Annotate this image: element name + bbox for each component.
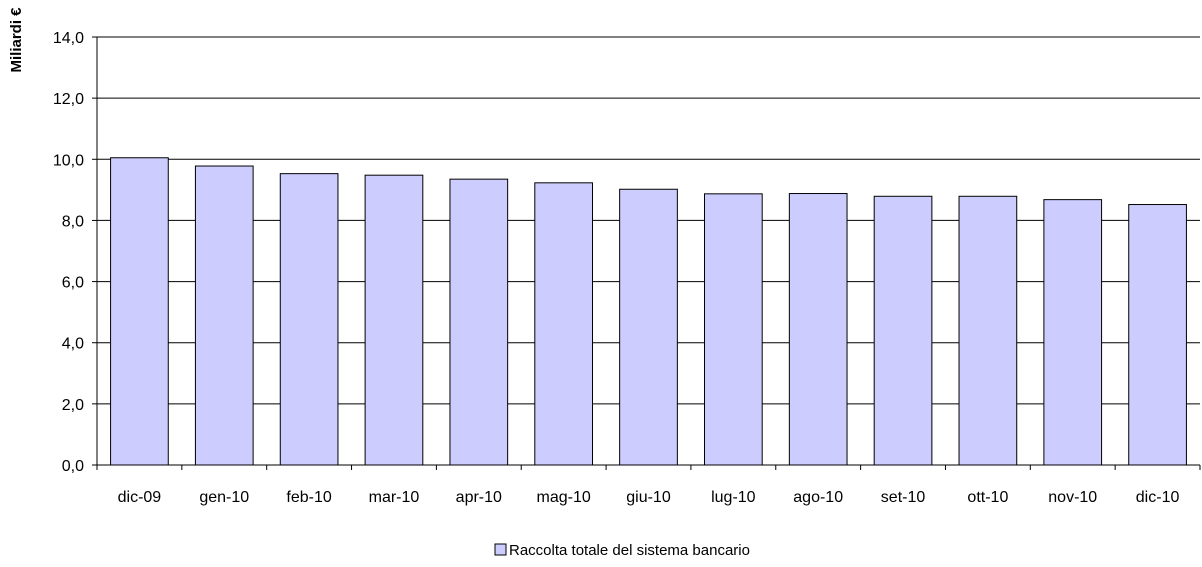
x-axis bbox=[96, 37, 1201, 470]
x-tick-label: feb-10 bbox=[286, 489, 331, 506]
y-tick-label: 12,0 bbox=[53, 91, 84, 108]
bar bbox=[619, 188, 678, 466]
bar bbox=[703, 193, 763, 466]
y-axis-ticks: 0,0 2,0 4,0 6,0 8,0 10,0 12,0 14,0 bbox=[53, 30, 97, 475]
x-tick-label: mar-10 bbox=[369, 489, 420, 506]
y-tick-label: 6,0 bbox=[62, 275, 84, 292]
bar bbox=[279, 173, 339, 466]
x-tick-label: lug-10 bbox=[711, 489, 756, 506]
bar bbox=[1043, 199, 1103, 466]
bar bbox=[788, 193, 848, 466]
bar bbox=[534, 182, 594, 466]
y-tick-label: 0,0 bbox=[62, 458, 84, 475]
x-tick-label: ago-10 bbox=[793, 489, 843, 506]
y-tick-label: 14,0 bbox=[53, 30, 84, 47]
bar bbox=[873, 195, 933, 466]
legend-swatch bbox=[494, 543, 507, 556]
x-tick-label: giu-10 bbox=[626, 489, 671, 506]
x-tick-label: mag-10 bbox=[537, 489, 591, 506]
x-tick-label: nov-10 bbox=[1048, 489, 1097, 506]
legend: Raccolta totale del sistema bancario bbox=[494, 542, 750, 559]
x-tick-label: apr-10 bbox=[456, 489, 502, 506]
y-tick-label: 2,0 bbox=[62, 397, 84, 414]
x-tick-label: gen-10 bbox=[199, 489, 249, 506]
y-tick-label: 10,0 bbox=[53, 152, 84, 169]
bars bbox=[110, 157, 1187, 466]
x-tick-label: dic-09 bbox=[118, 489, 162, 506]
bar bbox=[194, 165, 254, 466]
bar bbox=[1128, 204, 1187, 466]
y-axis-label: Miliardi € bbox=[8, 7, 25, 73]
bar bbox=[110, 157, 169, 466]
y-tick-label: 4,0 bbox=[62, 336, 84, 353]
bar bbox=[364, 174, 424, 466]
bar bbox=[958, 195, 1018, 466]
legend-label: Raccolta totale del sistema bancario bbox=[509, 542, 750, 559]
bar bbox=[449, 178, 509, 466]
x-axis-ticks: dic-09 gen-10 feb-10 mar-10 apr-10 mag-10 giu-… bbox=[118, 489, 1180, 506]
x-tick-label: dic-10 bbox=[1136, 489, 1180, 506]
x-tick-label: ott-10 bbox=[967, 489, 1008, 506]
y-tick-label: 8,0 bbox=[62, 213, 84, 230]
x-tick-label: set-10 bbox=[881, 489, 926, 506]
